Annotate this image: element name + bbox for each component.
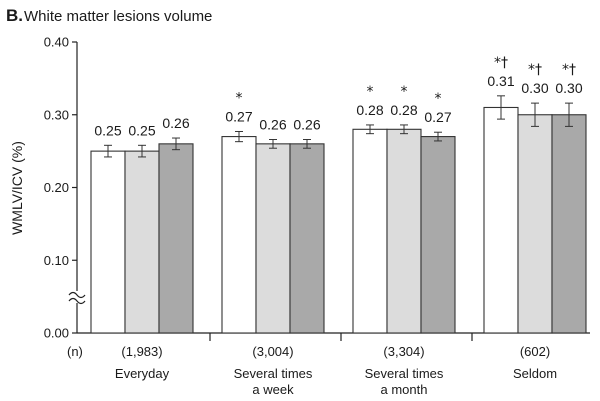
panel-letter: B. xyxy=(6,6,23,25)
bar xyxy=(221,136,257,334)
y-tick-label: 0.00 xyxy=(44,326,69,341)
category-label-line: a week xyxy=(252,382,294,397)
data-label: 0.28 xyxy=(356,102,383,118)
y-tick-label: 0.10 xyxy=(44,253,69,268)
significance-marker: * xyxy=(236,90,243,106)
axis-break-mark xyxy=(68,291,86,299)
category-label-line: Seldom xyxy=(512,366,558,381)
data-label: 0.27 xyxy=(424,109,451,125)
bar xyxy=(255,143,291,334)
n-label: (n) xyxy=(67,344,83,359)
y-tick-label: 0.40 xyxy=(44,35,69,50)
bar xyxy=(158,143,194,334)
data-label: 0.26 xyxy=(162,115,189,131)
category-n: (3,004) xyxy=(252,344,294,359)
category-label-line: Several times xyxy=(233,366,313,381)
bar xyxy=(551,114,587,334)
significance-marker: *† xyxy=(562,62,576,78)
data-label: 0.30 xyxy=(555,80,582,96)
data-label: 0.25 xyxy=(128,122,155,138)
y-tick-label: 0.30 xyxy=(44,107,69,122)
significance-marker: *† xyxy=(494,55,508,71)
data-label: 0.28 xyxy=(390,102,417,118)
significance-marker: * xyxy=(367,84,374,100)
bar xyxy=(124,150,160,334)
category-label-line: Everyday xyxy=(114,366,170,381)
bar xyxy=(420,136,456,334)
bar xyxy=(352,128,388,334)
data-label: 0.30 xyxy=(521,80,548,96)
chart-title: White matter lesions volume xyxy=(24,8,213,25)
axis-break-mask xyxy=(71,291,83,303)
significance-marker: *† xyxy=(528,62,542,78)
category-label: Everyday xyxy=(115,366,169,382)
bar xyxy=(90,150,126,334)
data-label: 0.26 xyxy=(259,116,286,132)
category-n: (1,983) xyxy=(121,344,163,359)
bar xyxy=(289,143,325,334)
category-n: (602) xyxy=(519,344,551,359)
category-label: Several times a month xyxy=(365,366,444,398)
data-label: 0.27 xyxy=(225,108,252,124)
category-label-line: a month xyxy=(380,382,428,397)
category-label-line: Several times xyxy=(364,366,444,381)
bar xyxy=(483,106,519,334)
category-n: (3,304) xyxy=(383,344,425,359)
bar xyxy=(517,114,553,334)
axis-break-mark xyxy=(68,297,86,305)
data-label: 0.25 xyxy=(94,122,121,138)
category-label: Seldom xyxy=(513,366,557,382)
data-label: 0.26 xyxy=(293,116,320,132)
data-label: 0.31 xyxy=(487,73,514,89)
category-label: Several times a week xyxy=(234,366,313,398)
bar xyxy=(386,128,422,334)
significance-marker: * xyxy=(435,91,442,107)
y-tick-label: 0.20 xyxy=(44,180,69,195)
significance-marker: * xyxy=(401,84,408,100)
